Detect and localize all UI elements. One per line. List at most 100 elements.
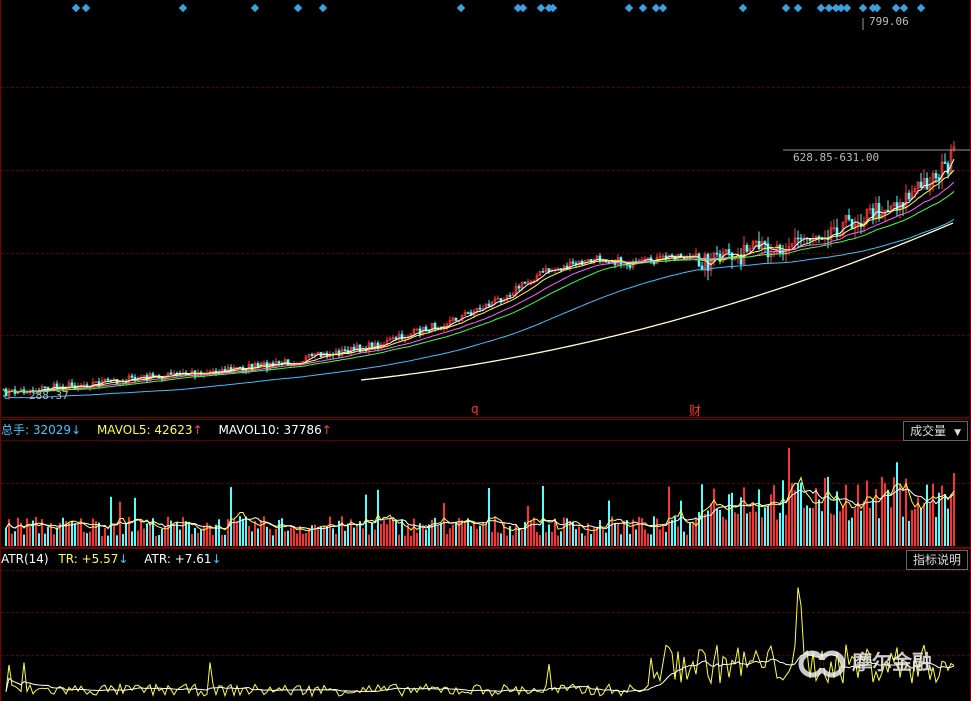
- indicator-help-button[interactable]: 指标说明: [905, 550, 968, 570]
- volume-bar: [644, 529, 646, 546]
- volume-bar: [737, 513, 739, 546]
- volume-bar: [914, 508, 916, 546]
- grid-line: [1, 335, 970, 336]
- volume-bar: [890, 507, 892, 546]
- candle-body: [448, 320, 452, 325]
- volume-bar: [317, 527, 319, 546]
- volume-bar: [869, 507, 871, 546]
- candle-body: [478, 307, 482, 310]
- candle-body: [847, 215, 851, 220]
- volume-bar: [536, 532, 538, 546]
- candle-body: [493, 298, 497, 303]
- candle-body: [931, 173, 935, 186]
- candle-body: [196, 371, 200, 377]
- candle-body: [829, 227, 833, 241]
- volume-bar: [635, 529, 637, 546]
- volume-bar: [932, 483, 934, 546]
- candle-body: [517, 286, 521, 289]
- signal-diamond-icon: [858, 3, 868, 13]
- volume-bar: [98, 522, 100, 546]
- price-chart-pane[interactable]: 799.06 288.37 628.85-631.00 q 财: [0, 0, 971, 418]
- candle-body: [169, 372, 173, 375]
- atr-pane[interactable]: ATR(14) TR: +5.57↓ ATR: +7.61↓ 指标说明: [0, 548, 971, 701]
- volume-bar: [746, 513, 748, 546]
- volume-bar: [275, 528, 277, 546]
- candle-body: [739, 254, 743, 265]
- volume-bar: [953, 473, 955, 546]
- volume-bar: [335, 533, 337, 546]
- volume-bar: [530, 520, 532, 546]
- volume-bar: [887, 489, 889, 546]
- volume-bar: [47, 527, 49, 546]
- grid-line: [1, 253, 970, 254]
- candle-body: [505, 295, 509, 301]
- volume-pane[interactable]: 总手: 32029↓ MAVOL5: 42623↑ MAVOL10: 37786…: [0, 419, 971, 548]
- candle-body: [889, 205, 893, 211]
- candle-body: [895, 202, 899, 211]
- volume-bar: [761, 517, 763, 546]
- candle-body: [817, 236, 821, 238]
- mavol10-label: MAVOL10:: [218, 423, 280, 437]
- atr-value: ATR: +7.61↓: [144, 552, 227, 566]
- candle-body: [262, 362, 266, 364]
- volume-bar: [506, 535, 508, 546]
- candle-body: [397, 334, 401, 340]
- volume-bar: [863, 500, 865, 546]
- event-marker-financial[interactable]: 财: [689, 404, 702, 418]
- volume-bar: [947, 508, 949, 546]
- volume-bar: [158, 535, 160, 546]
- volume-bar: [230, 487, 232, 546]
- ma10-line: [2, 169, 955, 394]
- volume-bar: [215, 524, 217, 546]
- volume-bar: [860, 510, 862, 546]
- volume-bar: [725, 519, 727, 546]
- volume-bar: [785, 514, 787, 546]
- volume-bar: [272, 535, 274, 546]
- atr-number: +7.61: [174, 552, 212, 566]
- volume-bar: [773, 485, 775, 546]
- volume-bar: [266, 526, 268, 546]
- candle-body: [607, 261, 611, 264]
- volume-bar: [116, 535, 118, 546]
- signal-diamond-icon: [816, 3, 826, 13]
- volume-bar: [944, 494, 946, 546]
- candle-body: [466, 312, 470, 314]
- volume-bar: [740, 497, 742, 546]
- candle-body: [727, 249, 731, 253]
- candle-body: [940, 161, 944, 180]
- volume-bar: [554, 520, 556, 546]
- candle-body: [757, 240, 761, 250]
- volume-bar: [716, 509, 718, 546]
- volume-indicator-dropdown[interactable]: 成交量 ▼: [903, 421, 968, 441]
- volume-bar: [407, 524, 409, 546]
- volume-bar: [281, 518, 283, 546]
- grid-line: [1, 483, 970, 484]
- volume-bar: [305, 533, 307, 546]
- volume-bar: [701, 484, 703, 546]
- candle-body: [658, 255, 662, 258]
- volume-bar: [227, 519, 229, 546]
- volume-bar: [707, 510, 709, 546]
- volume-bar: [269, 529, 271, 546]
- volume-bar: [188, 521, 190, 546]
- candle-body: [928, 185, 932, 190]
- ma60-line: [2, 218, 955, 400]
- volume-bar: [659, 529, 661, 546]
- signal-diamond-icon: [318, 3, 328, 13]
- volume-bar: [683, 531, 685, 546]
- volume-bar: [905, 478, 907, 546]
- event-marker-q[interactable]: q: [471, 402, 479, 416]
- volume-bar: [938, 492, 940, 546]
- volume-bar: [698, 512, 700, 546]
- volume-bar: [110, 496, 112, 546]
- volume-bar: [620, 534, 622, 546]
- signal-diamond-icon: [916, 3, 926, 13]
- volume-bar: [320, 526, 322, 546]
- volume-bar: [521, 529, 523, 546]
- mavol5-line: [5, 476, 955, 532]
- volume-bar: [431, 519, 433, 546]
- volume-bar: [713, 488, 715, 546]
- volume-bar: [911, 509, 913, 546]
- low-price-label: 288.37: [29, 389, 69, 402]
- signal-diamond-icon: [71, 3, 81, 13]
